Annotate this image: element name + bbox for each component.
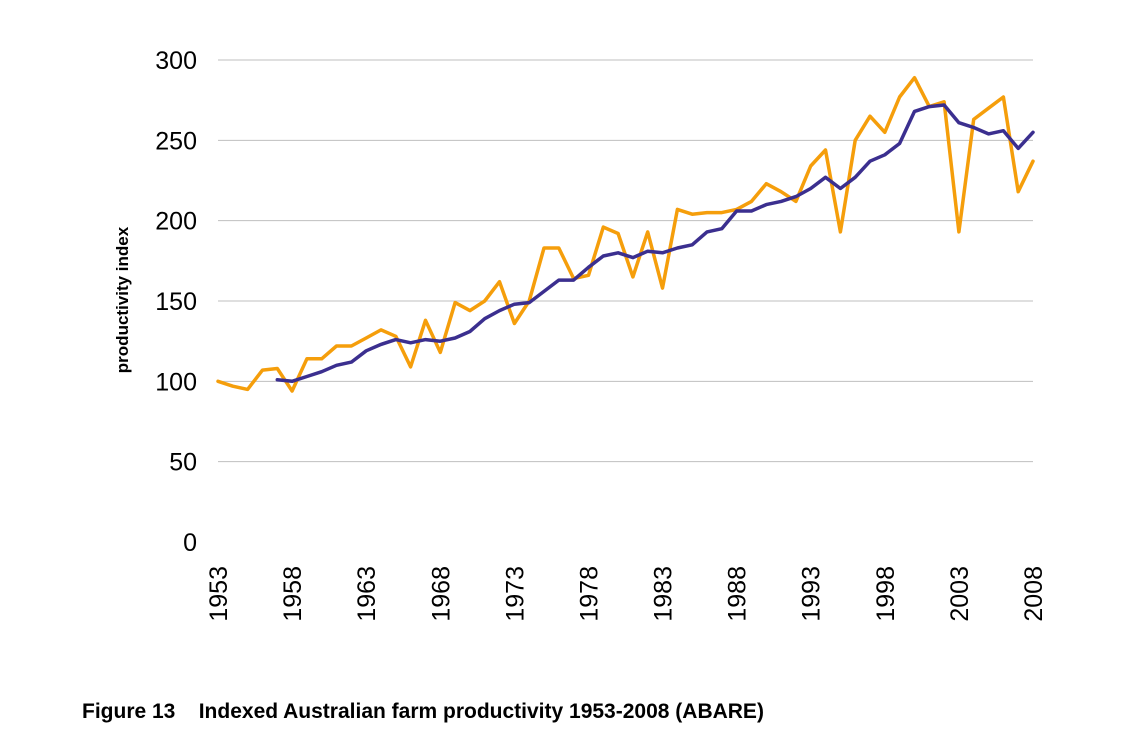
y-tick-label: 300 <box>155 47 197 75</box>
y-tick-label: 150 <box>155 288 197 316</box>
series-line-2 <box>275 103 1035 384</box>
series-line-1 <box>216 75 1035 393</box>
x-tick-label: 1998 <box>872 566 900 622</box>
y-axis-label: productivity index <box>113 226 132 373</box>
y-tick-label: 250 <box>155 127 197 155</box>
x-axis-ticks: 1953 1958 1963 1968 1973 1978 1983 1988 1993 1998… <box>205 566 1048 622</box>
series-layer <box>216 75 1035 393</box>
grid-layer <box>218 59 1033 463</box>
figure-caption: Figure 13 Indexed Australian farm produc… <box>82 700 764 724</box>
x-tick-label: 1978 <box>575 566 603 622</box>
y-tick-label: 200 <box>155 208 197 236</box>
x-tick-label: 1953 <box>205 566 233 622</box>
figure-label: Figure 13 <box>82 700 176 723</box>
y-tick-label: 100 <box>155 368 197 396</box>
x-tick-label: 1988 <box>724 566 752 622</box>
x-tick-label: 1963 <box>353 566 381 622</box>
x-tick-label: 2003 <box>946 566 974 622</box>
y-tick-label: 50 <box>169 449 197 477</box>
y-axis-ticks: 0 50 100 150 200 250 300 <box>155 47 197 557</box>
x-tick-label: 1973 <box>501 566 529 622</box>
y-tick-label: 0 <box>183 529 197 557</box>
x-tick-label: 1983 <box>650 566 678 622</box>
x-tick-label: 1958 <box>279 566 307 622</box>
figure-title: Indexed Australian farm productivity 195… <box>198 700 764 723</box>
x-tick-label: 1993 <box>798 566 826 622</box>
x-tick-label: 2008 <box>1020 566 1048 622</box>
x-tick-label: 1968 <box>427 566 455 622</box>
